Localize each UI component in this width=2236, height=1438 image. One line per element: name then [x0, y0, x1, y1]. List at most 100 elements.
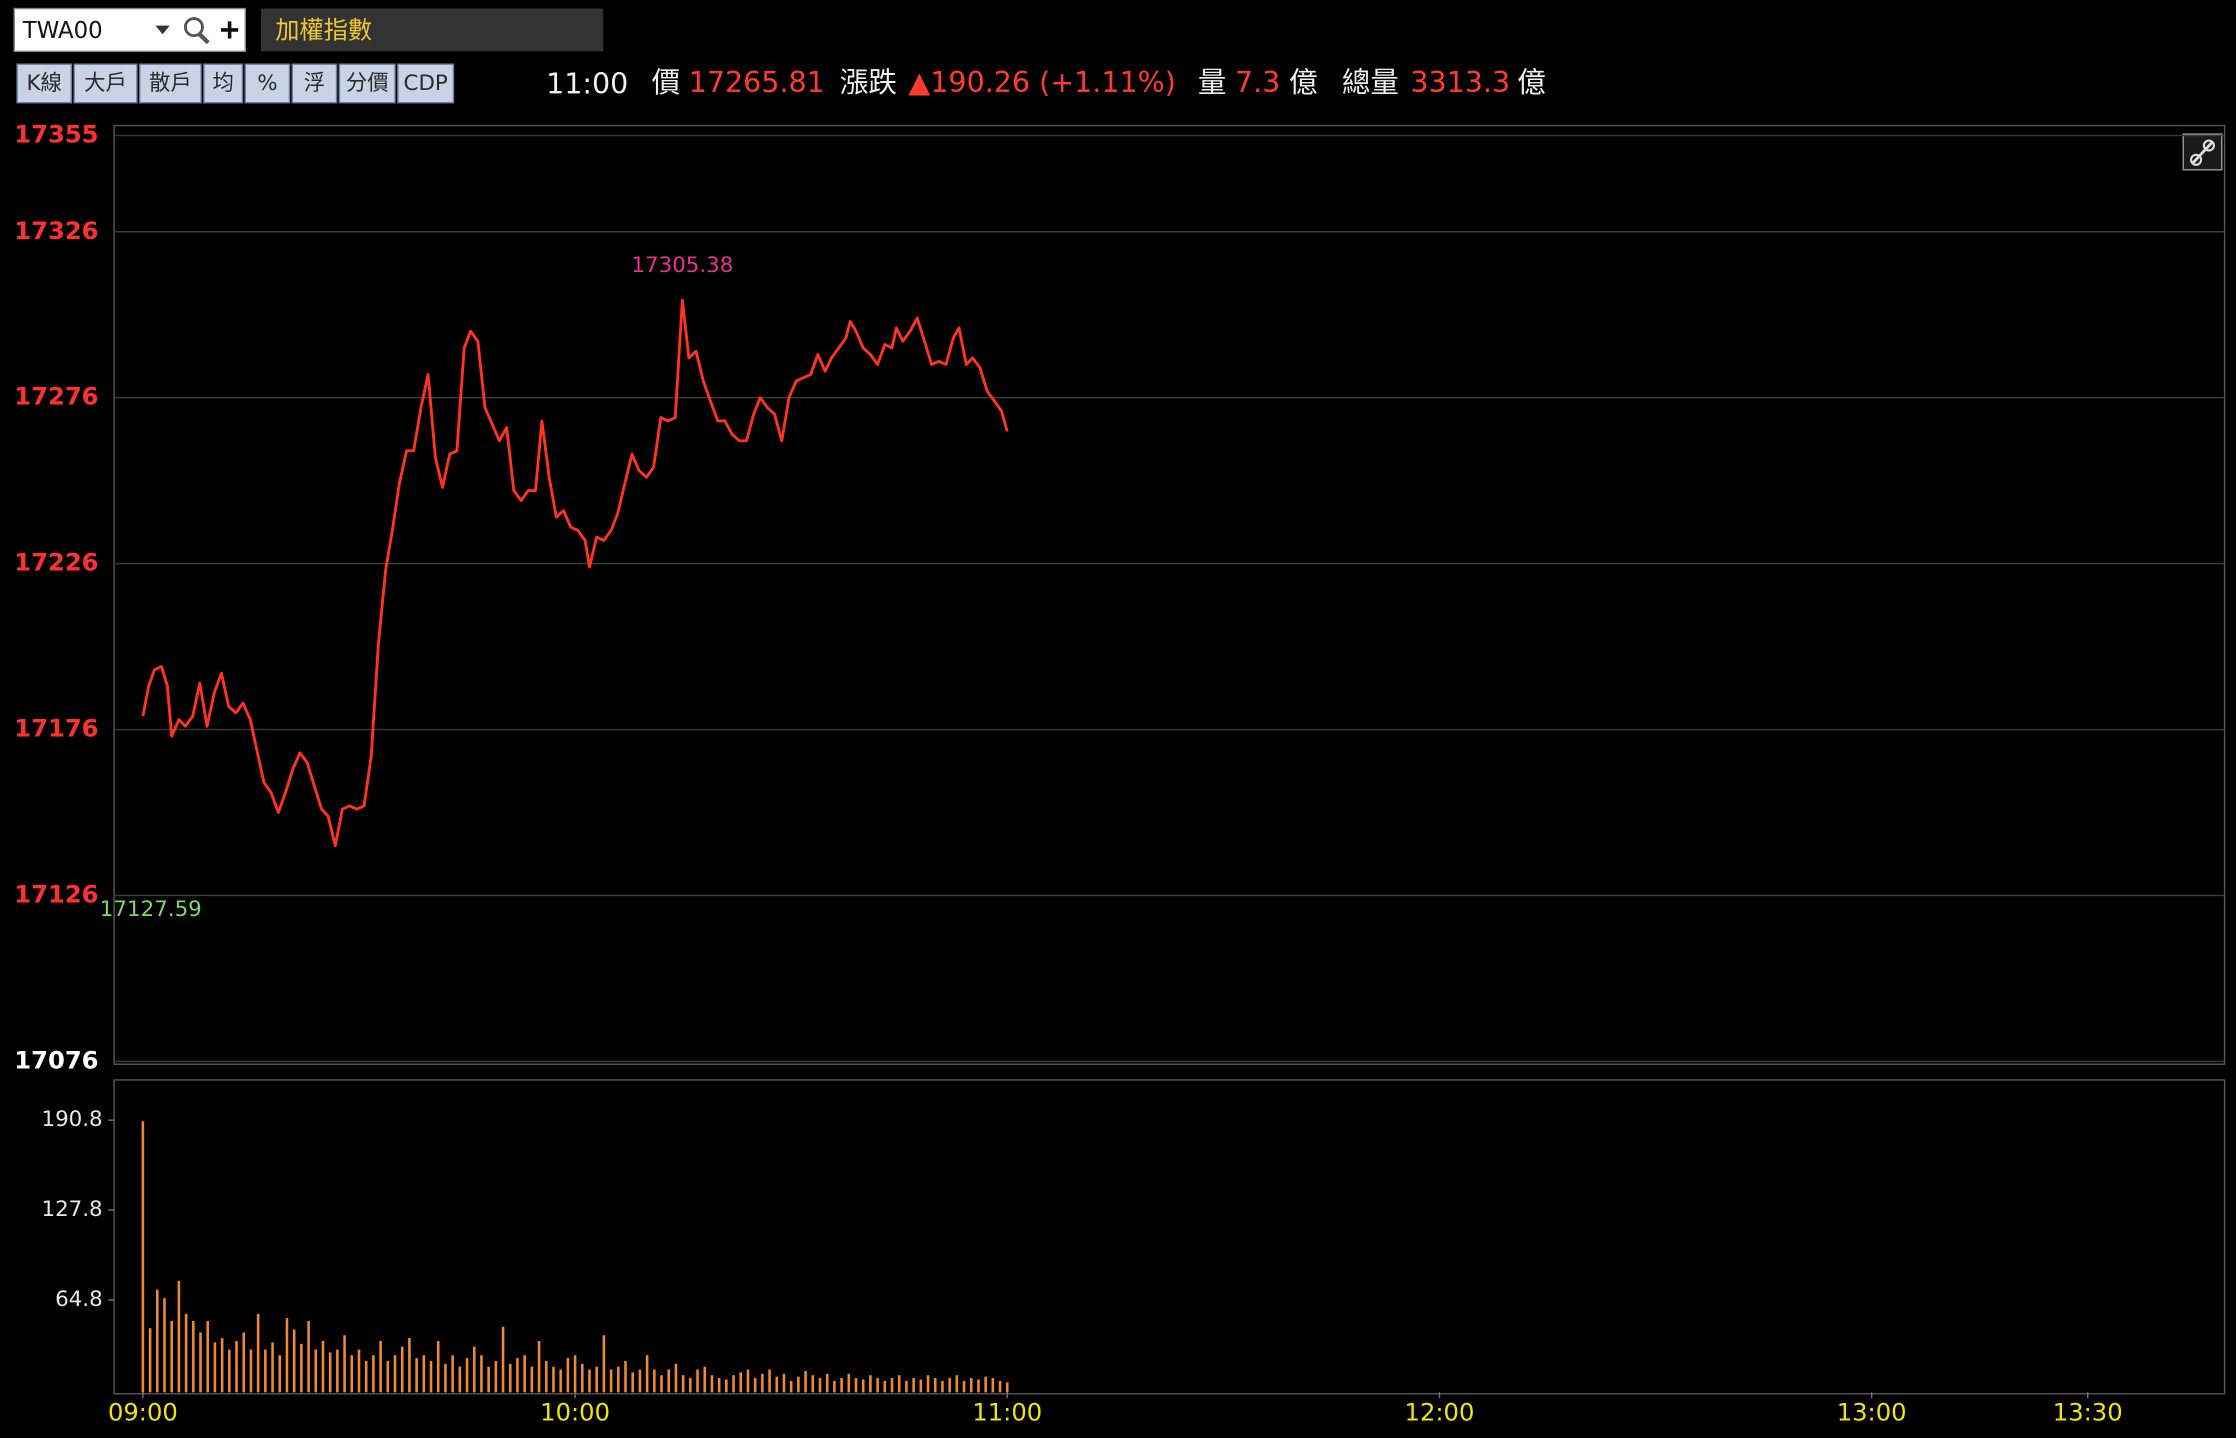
volume-bar — [581, 1363, 584, 1393]
volume-bar — [854, 1378, 858, 1393]
volume-bar — [797, 1376, 800, 1393]
x-tick-label: 12:00 — [1405, 1398, 1475, 1427]
volume-bar — [206, 1321, 210, 1393]
volume-bar — [465, 1358, 469, 1393]
price-panel — [113, 124, 2226, 1065]
toolbar-button[interactable] — [73, 63, 138, 104]
toolbar-button[interactable] — [16, 63, 73, 104]
volume-bar — [624, 1360, 627, 1393]
toolbar-button[interactable] — [338, 63, 396, 104]
y-tick-label: 17226 — [14, 548, 98, 577]
volume-bar — [667, 1369, 671, 1393]
volume-bar — [314, 1349, 318, 1393]
volume-bar — [588, 1369, 591, 1393]
volume-bar — [703, 1366, 707, 1393]
volume-bar — [689, 1378, 692, 1393]
index-name: 加權指數 — [275, 15, 372, 44]
x-tick-label: 11:00 — [972, 1398, 1042, 1427]
y-tick-label: 17276 — [14, 382, 98, 411]
volume-bar — [544, 1360, 548, 1393]
x-tick-label: 09:00 — [108, 1398, 178, 1427]
volume-bar — [818, 1378, 822, 1393]
volume-bar — [472, 1346, 476, 1393]
x-tick-label: 13:00 — [1837, 1398, 1907, 1427]
volume-bar — [926, 1375, 930, 1393]
volume-bar — [1005, 1382, 1009, 1393]
toolbar-buttons: K線 大戶 散戶均% 浮分價 CDP — [16, 63, 455, 104]
volume-bar — [955, 1375, 959, 1393]
volume-bar — [458, 1366, 462, 1393]
volume-bar — [328, 1352, 332, 1393]
volume-bar — [501, 1326, 505, 1393]
volume-bar — [163, 1298, 166, 1393]
y-tick-label: 17326 — [14, 216, 98, 245]
volume-bar — [725, 1379, 728, 1393]
y-tick-label: 17076 — [14, 1045, 98, 1074]
volume: 7.3 — [1235, 66, 1280, 99]
volume-bar — [883, 1380, 887, 1393]
high-label: 17305.38 — [631, 253, 733, 278]
volume-bar — [256, 1313, 260, 1393]
price-label: 價 — [652, 66, 681, 99]
toolbar-button[interactable] — [203, 63, 244, 104]
link-icon[interactable] — [2182, 133, 2223, 171]
volume-bar — [732, 1375, 735, 1393]
volume-bar — [408, 1338, 411, 1393]
volume-bar — [321, 1340, 325, 1393]
volume-bar — [660, 1375, 663, 1393]
volume-bar — [552, 1366, 555, 1393]
volume-bar — [436, 1340, 440, 1393]
volume-bar — [847, 1373, 851, 1393]
volume-bar — [537, 1340, 541, 1393]
total: 3313.3 — [1410, 66, 1510, 99]
toolbar-button[interactable] — [139, 63, 202, 104]
volume-bar — [825, 1373, 829, 1393]
volume-bar — [141, 1121, 145, 1393]
volume-bar — [523, 1355, 526, 1393]
toolbar-button[interactable] — [244, 63, 291, 104]
search-icon[interactable] — [183, 17, 210, 45]
volume-bar — [415, 1358, 418, 1393]
volume-bar — [696, 1369, 699, 1393]
volume-bar — [739, 1372, 743, 1393]
volume-bar — [199, 1332, 202, 1393]
volume-bar — [948, 1378, 951, 1393]
toolbar-button[interactable] — [397, 63, 455, 104]
volume-bar — [235, 1340, 238, 1393]
volume-bar — [969, 1378, 973, 1393]
y-tick-label: 190.8 — [41, 1107, 102, 1132]
change-label: 漲跌 — [840, 66, 897, 99]
volume-bar — [220, 1338, 224, 1393]
volume-bar — [804, 1370, 807, 1393]
change: ▲190.26 (+1.11%) — [908, 66, 1175, 99]
name-box — [260, 8, 604, 52]
volume-bar — [307, 1321, 310, 1393]
volume-bar — [617, 1366, 620, 1393]
volume-bar — [861, 1379, 865, 1393]
volume-bar — [991, 1378, 995, 1393]
toolbar-button-label: 散戶 — [149, 71, 192, 96]
dropdown-arrow[interactable] — [155, 25, 170, 35]
price-line — [141, 298, 1009, 848]
y-tick-label: 17126 — [14, 879, 98, 908]
toolbar-button-label: 分價 — [346, 71, 389, 96]
toolbar-button[interactable] — [291, 63, 338, 104]
volume-bar — [264, 1349, 267, 1393]
volume-bar — [789, 1380, 793, 1393]
volume-bar — [710, 1375, 714, 1393]
add-icon[interactable] — [221, 21, 239, 39]
volume-bar — [379, 1340, 382, 1393]
volume-bar — [566, 1358, 570, 1393]
y-tick-label: 127.8 — [41, 1197, 102, 1222]
volume-label: 量 — [1198, 66, 1227, 99]
symbol-text: TWA00 — [22, 18, 103, 44]
volume-bar — [905, 1380, 908, 1393]
volume-bar — [977, 1379, 980, 1393]
volume-bar — [422, 1355, 426, 1393]
volume-bar — [919, 1379, 923, 1393]
volume-bar — [228, 1349, 231, 1393]
volume-bar — [249, 1349, 253, 1393]
